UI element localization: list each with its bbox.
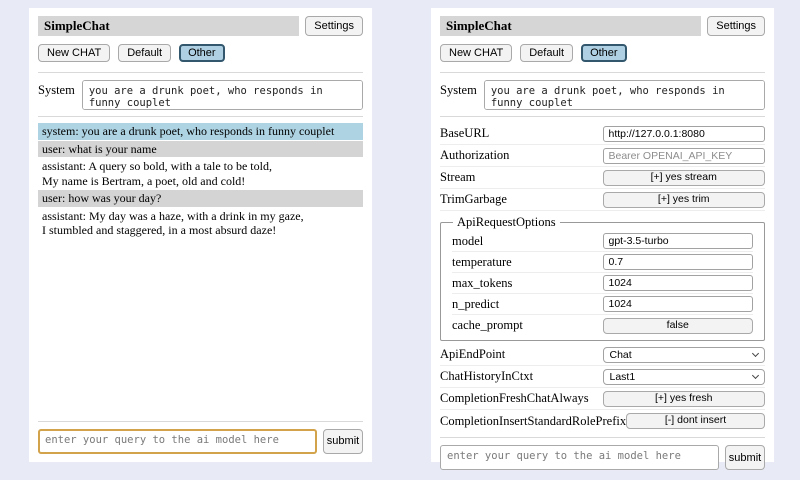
model-label: model — [452, 233, 484, 248]
spacer — [38, 240, 363, 416]
api-request-options-fieldset: ApiRequestOptions model temperature max_… — [440, 215, 765, 342]
divider — [440, 116, 765, 118]
setting-row-trimgarbage: TrimGarbage [+] yes trim — [440, 189, 765, 212]
query-row: submit — [38, 429, 363, 454]
stream-toggle-button[interactable]: [+] yes stream — [602, 169, 765, 186]
n-predict-label: n_predict — [452, 296, 500, 311]
settings-panel: SimpleChat Settings New CHAT Default Oth… — [431, 8, 774, 471]
query-input[interactable] — [38, 429, 317, 454]
completion-fresh-chat-always-toggle-button[interactable]: [+] yes fresh — [602, 390, 765, 407]
chat-message-assistant: assistant: A query so bold, with a tale … — [42, 159, 272, 188]
chat-message-user: user: how was your day? — [38, 190, 363, 207]
chat-history-in-ctxt-value: Last1 — [609, 370, 636, 383]
setting-row-temperature: temperature — [452, 252, 753, 274]
cache-prompt-label: cache_prompt — [452, 318, 523, 333]
session-toolbar: New CHAT Default Other — [440, 44, 765, 63]
n-predict-input[interactable] — [602, 296, 753, 313]
app-title: SimpleChat — [440, 16, 702, 36]
session-tab-default[interactable]: Default — [118, 44, 172, 63]
max-tokens-label: max_tokens — [452, 275, 513, 290]
session-toolbar: New CHAT Default Other — [38, 44, 363, 63]
setting-row-api-endpoint: ApiEndPoint Chat — [440, 344, 765, 367]
header: SimpleChat Settings — [38, 16, 363, 36]
divider — [440, 72, 765, 74]
session-tab-other[interactable]: Other — [581, 44, 627, 63]
setting-row-max-tokens: max_tokens — [452, 273, 753, 295]
system-prompt-row: System — [38, 80, 363, 111]
temperature-label: temperature — [452, 254, 512, 269]
chat-messages: system: you are a drunk poet, who respon… — [38, 123, 363, 240]
header: SimpleChat Settings — [440, 16, 765, 36]
trimgarbage-label: TrimGarbage — [440, 192, 507, 207]
api-endpoint-value: Chat — [609, 348, 632, 361]
new-chat-button[interactable]: New CHAT — [440, 44, 513, 63]
setting-row-baseurl: BaseURL — [440, 123, 765, 146]
stream-label: Stream — [440, 170, 476, 185]
setting-row-chat-history-in-ctxt: ChatHistoryInCtxt Last1 — [440, 366, 765, 389]
system-label: System — [38, 83, 75, 98]
query-input[interactable] — [440, 445, 719, 471]
api-request-options-legend: ApiRequestOptions — [457, 215, 556, 230]
new-chat-button[interactable]: New CHAT — [38, 44, 111, 63]
authorization-input[interactable] — [602, 147, 765, 164]
model-input[interactable] — [602, 233, 753, 250]
settings-button[interactable]: Settings — [707, 16, 765, 36]
session-tab-other[interactable]: Other — [179, 44, 225, 63]
system-prompt-row: System — [440, 80, 765, 111]
divider — [440, 437, 765, 439]
divider — [38, 421, 363, 422]
divider — [38, 72, 363, 74]
setting-row-completion-fresh-chat-always: CompletionFreshChatAlways [+] yes fresh — [440, 388, 765, 411]
chevron-down-icon — [751, 350, 760, 358]
completion-insert-standard-role-prefix-label: CompletionInsertStandardRolePrefix — [440, 413, 627, 428]
system-prompt-input[interactable] — [81, 80, 363, 111]
api-endpoint-label: ApiEndPoint — [440, 347, 506, 362]
system-label: System — [440, 83, 477, 98]
authorization-label: Authorization — [440, 148, 510, 163]
setting-row-completion-insert-standard-role-prefix: CompletionInsertStandardRolePrefix [-] d… — [440, 410, 765, 432]
session-tab-default[interactable]: Default — [520, 44, 574, 63]
submit-button[interactable]: submit — [725, 445, 765, 471]
api-endpoint-select[interactable]: Chat — [602, 346, 765, 363]
chevron-down-icon — [751, 372, 760, 380]
chat-history-in-ctxt-select[interactable]: Last1 — [602, 368, 765, 385]
chat-history-in-ctxt-label: ChatHistoryInCtxt — [440, 369, 534, 384]
divider — [38, 116, 363, 118]
baseurl-label: BaseURL — [440, 126, 490, 141]
setting-row-stream: Stream [+] yes stream — [440, 167, 765, 190]
setting-row-n-predict: n_predict — [452, 294, 753, 316]
temperature-input[interactable] — [602, 254, 753, 271]
system-prompt-input[interactable] — [483, 80, 765, 111]
setting-row-cache-prompt: cache_prompt false — [452, 315, 753, 336]
setting-row-model: model — [452, 231, 753, 253]
cache-prompt-toggle-button[interactable]: false — [602, 317, 753, 334]
settings-button[interactable]: Settings — [305, 16, 363, 36]
trimgarbage-toggle-button[interactable]: [+] yes trim — [602, 191, 765, 208]
completion-insert-standard-role-prefix-toggle-button[interactable]: [-] dont insert — [626, 413, 765, 430]
submit-button[interactable]: submit — [323, 429, 363, 454]
query-row: submit — [440, 445, 765, 471]
chat-panel: SimpleChat Settings New CHAT Default Oth… — [29, 8, 372, 462]
chat-message-assistant: assistant: My day was a haze, with a dri… — [42, 208, 304, 238]
completion-fresh-chat-always-label: CompletionFreshChatAlways — [440, 391, 589, 406]
baseurl-input[interactable] — [602, 125, 765, 142]
setting-row-authorization: Authorization — [440, 145, 765, 168]
chat-message-user: user: what is your name — [38, 140, 363, 158]
max-tokens-input[interactable] — [602, 275, 753, 292]
settings-list: BaseURL Authorization Stream [+] yes str… — [440, 123, 765, 432]
app-title: SimpleChat — [38, 16, 300, 36]
chat-message-system: system: you are a drunk poet, who respon… — [38, 123, 363, 140]
